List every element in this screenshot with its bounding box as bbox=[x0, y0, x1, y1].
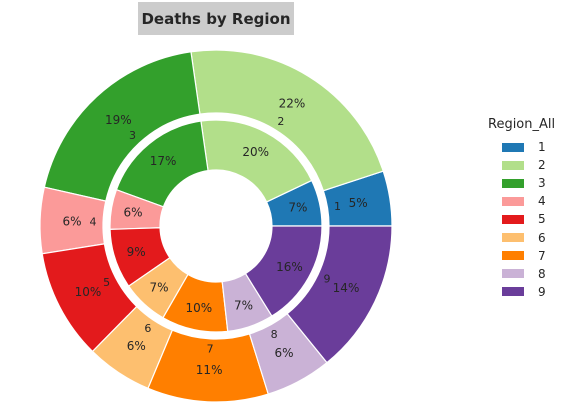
outer-pct-label-6: 6% bbox=[127, 339, 146, 353]
legend-swatch-5 bbox=[502, 214, 524, 224]
category-label-8: 8 bbox=[271, 328, 278, 341]
legend: Region_All 1 2 3 4 5 6 7 8 9 bbox=[488, 117, 578, 301]
legend-swatch-3 bbox=[502, 178, 524, 188]
outer-pct-label-1: 5% bbox=[349, 196, 368, 210]
category-label-6: 6 bbox=[144, 322, 151, 335]
legend-label-1: 1 bbox=[538, 140, 546, 155]
legend-swatch-1 bbox=[502, 142, 524, 152]
outer-pct-label-2: 22% bbox=[279, 97, 306, 111]
category-label-3: 3 bbox=[129, 129, 136, 142]
nested-donut-chart: 5%122%219%36% 410%56%611%7 6%814%97%20%17%… bbox=[39, 49, 393, 403]
legend-label-6: 6 bbox=[538, 230, 546, 245]
legend-title: Region_All bbox=[488, 117, 556, 132]
legend-entry-6: 6 bbox=[488, 228, 578, 246]
outer-pct-label-5: 10% bbox=[75, 285, 102, 299]
legend-label-4: 4 bbox=[538, 194, 546, 209]
legend-entry-9: 9 bbox=[488, 283, 578, 301]
category-label-5: 5 bbox=[103, 276, 110, 289]
category-label-9: 9 bbox=[324, 272, 331, 285]
inner-pct-label-9: 16% bbox=[276, 260, 303, 274]
inner-pct-label-1: 7% bbox=[288, 200, 307, 214]
legend-entry-4: 4 bbox=[488, 192, 578, 210]
outer-ring bbox=[39, 49, 393, 403]
legend-swatch-8 bbox=[502, 269, 524, 279]
outer-pct-label-7: 11% bbox=[196, 363, 223, 377]
inner-pct-label-2: 20% bbox=[242, 145, 269, 159]
legend-entry-7: 7 bbox=[488, 247, 578, 265]
inner-slice-9 bbox=[244, 225, 323, 317]
inner-pct-label-5: 9% bbox=[127, 245, 146, 259]
outer-pct-label-8: 6% bbox=[274, 346, 293, 360]
legend-swatch-9 bbox=[502, 287, 524, 297]
legend-swatch-4 bbox=[502, 196, 524, 206]
legend-entry-1: 1 bbox=[488, 138, 578, 156]
category-label-2: 2 bbox=[277, 115, 284, 128]
category-label-1: 1 bbox=[334, 200, 341, 213]
inner-pct-label-3: 17% bbox=[150, 154, 177, 168]
legend-entry-8: 8 bbox=[488, 265, 578, 283]
inner-pct-label-4: 6% bbox=[124, 206, 143, 220]
legend-entry-5: 5 bbox=[488, 210, 578, 228]
legend-swatch-2 bbox=[502, 160, 524, 170]
legend-entry-3: 3 bbox=[488, 174, 578, 192]
legend-label-9: 9 bbox=[538, 284, 546, 299]
outer-slice-9 bbox=[286, 225, 393, 364]
slice-labels: 5%122%219%36% 410%56%611%7 6%814%97%20%17%… bbox=[63, 97, 368, 377]
legend-label-8: 8 bbox=[538, 266, 546, 281]
outer-pct-label-9: 14% bbox=[333, 281, 360, 295]
inner-pct-label-7: 10% bbox=[185, 301, 212, 315]
legend-label-2: 2 bbox=[538, 158, 546, 173]
legend-label-5: 5 bbox=[538, 212, 546, 227]
outer-pct-label-4: 6% bbox=[63, 214, 82, 228]
outer-slice-2 bbox=[190, 49, 384, 192]
legend-label-7: 7 bbox=[538, 248, 546, 263]
legend-entry-2: 2 bbox=[488, 156, 578, 174]
legend-swatch-7 bbox=[502, 251, 524, 261]
category-label-7: 7 bbox=[207, 342, 214, 355]
outer-pct-label-3: 19% bbox=[105, 113, 132, 127]
category-label-4: 4 bbox=[90, 216, 97, 229]
inner-pct-label-8: 7% bbox=[234, 298, 253, 312]
legend-swatch-6 bbox=[502, 233, 524, 243]
inner-pct-label-6: 7% bbox=[149, 281, 168, 295]
legend-label-3: 3 bbox=[538, 176, 546, 191]
chart-title: Deaths by Region bbox=[138, 2, 294, 35]
inner-ring bbox=[109, 119, 323, 333]
